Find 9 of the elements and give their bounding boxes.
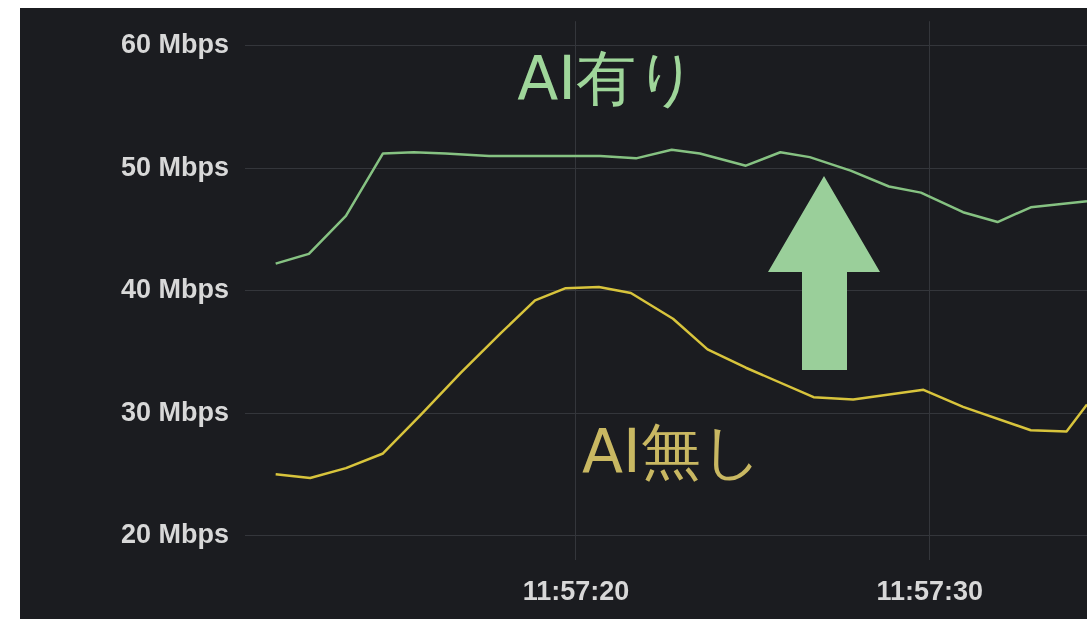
y-tick-label: 40 Mbps [120, 274, 229, 305]
y-tick-label: 20 Mbps [120, 518, 229, 549]
series-label: AI有り [517, 43, 697, 114]
y-tick-label: 30 Mbps [120, 396, 229, 427]
series-label: AI無し [582, 415, 762, 486]
y-tick-label: 50 Mbps [120, 151, 229, 182]
y-tick-label: 60 Mbps [120, 29, 229, 60]
x-tick-label: 11:57:20 [522, 575, 630, 606]
x-tick-label: 11:57:30 [876, 575, 984, 606]
